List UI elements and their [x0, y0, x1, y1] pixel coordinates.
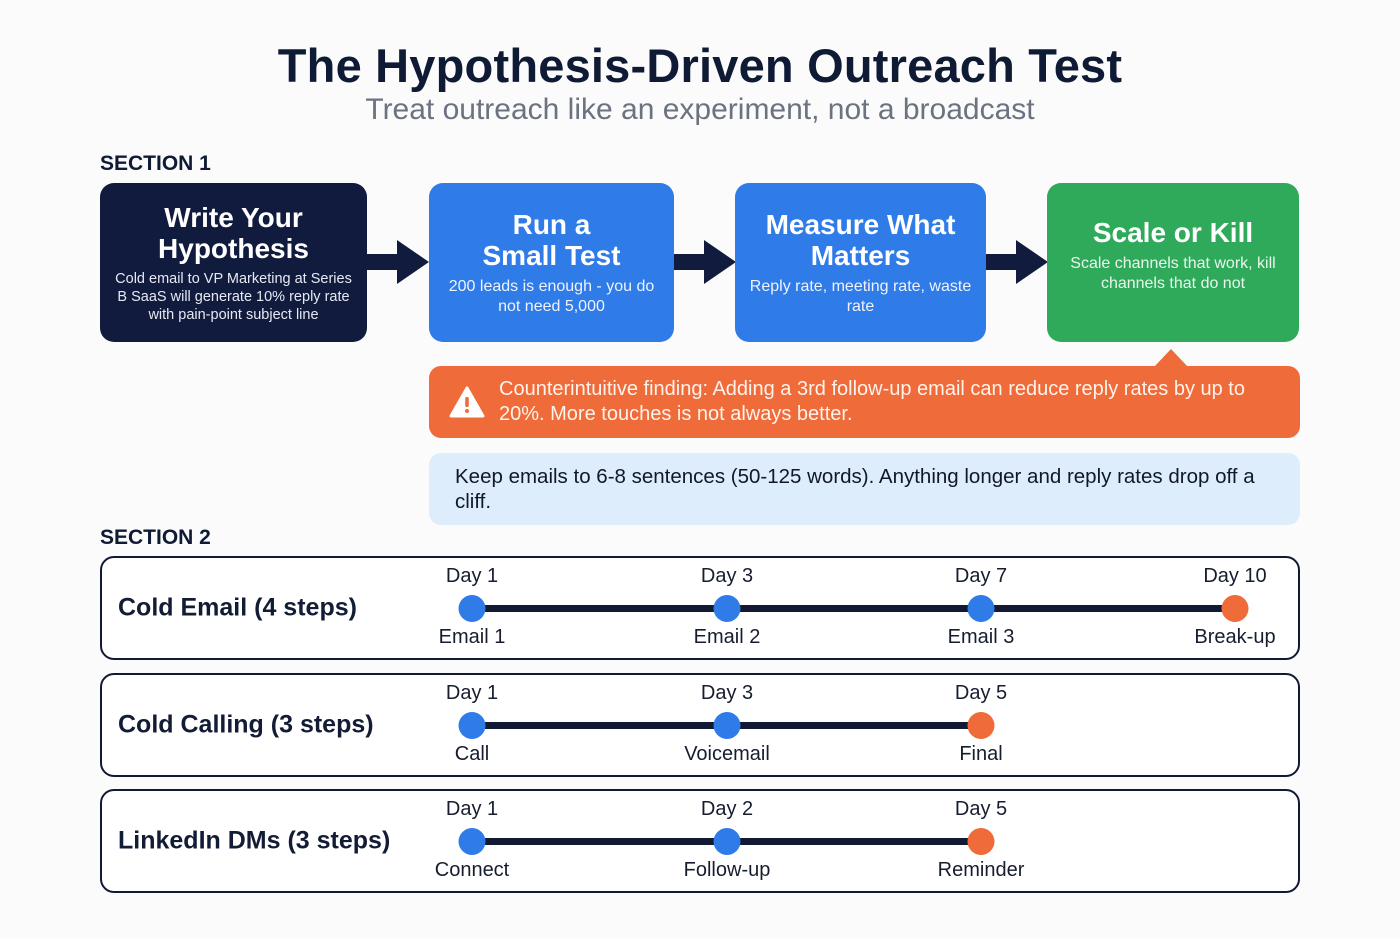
arrow-right-icon — [367, 240, 429, 284]
step-title: Scale or Kill — [1092, 217, 1254, 248]
timeline-node — [967, 828, 995, 855]
track-cold-email: Cold Email (4 steps) Day 1 Email 1 Day 3… — [100, 556, 1300, 660]
step-day: Day 5 — [954, 682, 1008, 704]
step-label: Break-up — [1194, 626, 1276, 648]
timeline-node — [713, 712, 741, 739]
timeline-node — [458, 595, 486, 622]
step-description: Cold email to VP Marketing at Series B S… — [115, 270, 352, 323]
warning-triangle-icon — [449, 386, 485, 418]
step-day: Day 3 — [700, 565, 754, 587]
step-description: Scale channels that work, kill channels … — [1070, 255, 1276, 292]
step-label: Email 2 — [693, 626, 761, 648]
timeline-node — [713, 828, 741, 855]
step-day: Day 5 — [954, 798, 1008, 820]
section-2-label: SECTION 2 — [100, 526, 211, 549]
step-day: Day 1 — [445, 798, 499, 820]
page-subtitle: Treat outreach like an experiment, not a… — [365, 93, 1035, 126]
track-name: Cold Email (4 steps) — [118, 593, 357, 622]
arrow-right-icon — [674, 240, 736, 284]
track-linkedin-dms: LinkedIn DMs (3 steps) Day 1 Connect Day… — [100, 789, 1300, 893]
arrow-right-icon — [986, 240, 1048, 284]
track-cold-calling: Cold Calling (3 steps) Day 1 Call Day 3 … — [100, 673, 1300, 777]
warning-text: Counterintuitive finding: Adding a 3rd f… — [499, 378, 1245, 425]
track-name: LinkedIn DMs (3 steps) — [118, 826, 391, 855]
step-description: Reply rate, meeting rate, waste rate — [749, 277, 972, 315]
step-label: Follow-up — [683, 859, 771, 881]
step-write-hypothesis: Write Your Hypothesis Cold email to VP Ma… — [100, 183, 367, 342]
timeline-node — [967, 712, 995, 739]
step-day: Day 7 — [954, 565, 1008, 587]
step-description: 200 leads is enough - you do not need 5,… — [448, 277, 655, 315]
step-title: Run a Small Test — [482, 208, 621, 271]
warning-callout: Counterintuitive finding: Adding a 3rd f… — [429, 366, 1300, 438]
timeline-node — [1221, 595, 1249, 622]
timeline-node — [967, 595, 995, 622]
step-title: Measure What Matters — [765, 208, 956, 271]
timeline-node — [713, 595, 741, 622]
step-measure-what-matters: Measure What Matters Reply rate, meeting … — [735, 183, 986, 342]
step-day: Day 2 — [700, 798, 754, 820]
step-day: Day 1 — [445, 565, 499, 587]
page-title: The Hypothesis-Driven Outreach Test — [277, 39, 1123, 92]
section-1-label: SECTION 1 — [100, 152, 211, 175]
step-label: Reminder — [937, 859, 1025, 881]
step-label: Email 3 — [947, 626, 1015, 648]
step-label: Final — [959, 743, 1003, 765]
step-run-small-test: Run a Small Test 200 leads is enough - yo… — [429, 183, 674, 342]
step-label: Voicemail — [684, 743, 770, 765]
step-day: Day 3 — [700, 682, 754, 704]
callout-pointer — [1154, 349, 1188, 367]
step-label: Email 1 — [438, 626, 506, 648]
step-day: Day 10 — [1203, 565, 1267, 587]
tip-callout: Keep emails to 6-8 sentences (50-125 wor… — [429, 453, 1300, 525]
step-label: Call — [454, 743, 490, 765]
step-day: Day 1 — [445, 682, 499, 704]
timeline-line — [472, 605, 1236, 612]
track-name: Cold Calling (3 steps) — [118, 710, 374, 739]
step-scale-or-kill: Scale or Kill Scale channels that work, … — [1047, 183, 1299, 342]
timeline-node — [458, 828, 486, 855]
step-label: Connect — [434, 859, 510, 881]
timeline-node — [458, 712, 486, 739]
step-title: Write Your Hypothesis — [158, 201, 309, 264]
